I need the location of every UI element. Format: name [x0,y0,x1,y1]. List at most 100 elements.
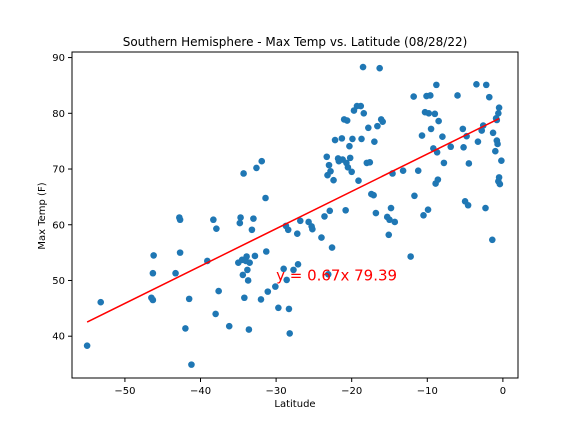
data-point [327,167,334,175]
data-point [346,142,353,150]
data-point [427,92,434,99]
data-point [176,249,184,256]
data-point [496,180,504,188]
data-point [343,117,351,124]
data-point [243,253,250,260]
data-point [391,218,399,226]
data-point [83,342,91,349]
x-axis-label: Latitude [274,399,315,410]
data-point [258,157,266,165]
data-point [253,164,260,172]
data-point [241,294,248,302]
data-point [176,216,184,224]
data-point [407,253,414,260]
data-point [410,93,417,100]
data-point [420,211,427,219]
data-point [150,252,157,259]
data-point [360,109,368,117]
data-point [323,153,331,161]
data-point [338,135,346,142]
y-tick-label: 50 [52,276,65,287]
data-point [240,170,247,177]
x-tick-label: −10 [417,386,438,397]
data-point [285,305,293,313]
data-point [172,269,179,277]
data-point [296,217,304,225]
data-point [185,295,193,303]
data-point [492,147,499,155]
data-point [371,138,378,146]
data-point [257,296,265,303]
data-point [494,140,501,148]
data-point [454,92,461,99]
data-point [294,261,302,268]
data-point [495,109,502,117]
data-point [379,118,386,125]
data-point [498,157,505,164]
data-point [460,143,467,151]
data-point [434,176,442,183]
data-point [293,230,301,237]
data-point [459,125,467,133]
data-point [280,265,287,273]
data-point [251,252,259,260]
data-point [264,288,272,295]
data-point [248,226,256,234]
data-point [358,135,365,143]
data-point [418,132,426,139]
data-point [225,322,233,330]
data-point [411,192,418,200]
data-point [182,325,189,332]
data-point [385,231,393,239]
x-tick-label: −30 [266,386,287,397]
data-point [275,304,282,312]
data-point [237,214,244,221]
data-point [349,135,356,143]
y-axis-label: Max Temp (F) [37,182,48,249]
data-point [485,93,493,101]
data-point [366,159,374,166]
regression-line [86,117,500,323]
plot-frame [71,51,519,379]
data-point [344,164,352,171]
data-point [447,143,455,151]
data-point [399,167,407,174]
data-points [83,63,505,368]
x-tick-label: −20 [341,386,362,397]
data-point [482,81,490,89]
data-point [387,204,395,212]
data-point [346,154,354,162]
data-point [355,177,362,185]
data-point [325,161,333,169]
x-tick-label: 0 [500,386,506,397]
data-point [495,104,503,112]
data-point [465,160,473,167]
data-point [210,216,217,224]
y-tick-label: 90 [52,53,65,64]
data-point [478,127,486,134]
data-point [245,326,253,333]
data-point [414,167,422,174]
data-point [324,271,332,278]
data-point [482,204,489,212]
x-tick-label: −50 [114,386,135,397]
data-point [149,269,157,277]
data-point [365,124,372,132]
data-point [290,266,297,274]
data-point [188,361,195,368]
data-point [370,191,377,199]
data-point [331,136,339,144]
data-point [244,277,252,284]
data-point [239,271,247,279]
data-point [262,194,269,202]
y-tick-label: 80 [52,109,65,120]
data-point [326,207,334,215]
data-point [495,174,503,181]
data-point [272,283,279,290]
data-point [376,64,383,72]
data-point [250,215,257,222]
data-point [246,259,253,266]
data-point [283,276,290,284]
data-point [435,117,442,125]
